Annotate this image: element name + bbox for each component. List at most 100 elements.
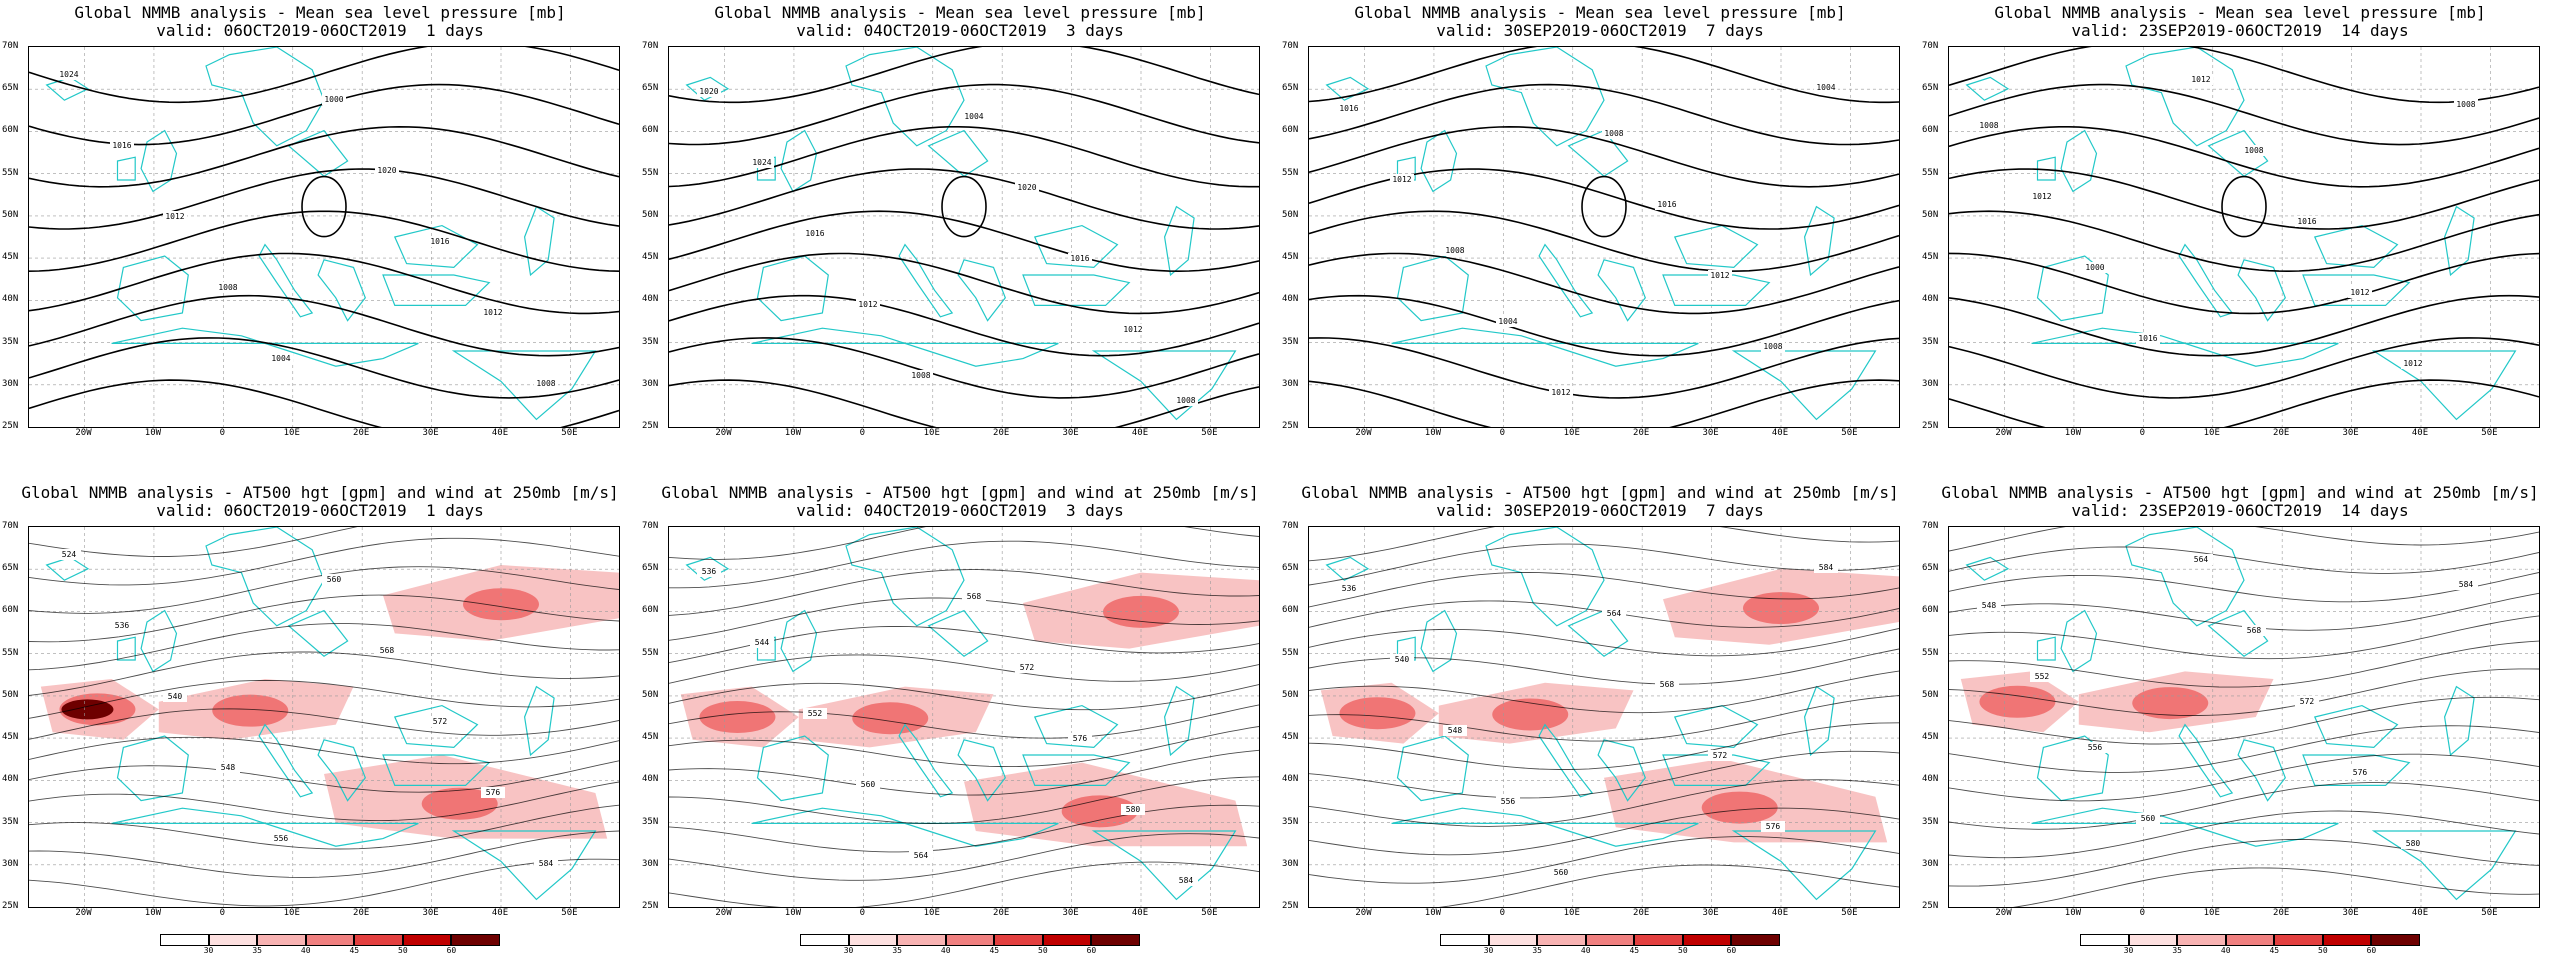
longitude-label: 40E bbox=[1131, 428, 1149, 438]
contour-label: 1012 bbox=[1710, 271, 1729, 280]
latitude-label: 60N bbox=[1922, 125, 1939, 136]
longitude-label: 0 bbox=[219, 908, 226, 918]
colorbar-label: 60 bbox=[446, 946, 457, 955]
contour-label: 552 bbox=[2035, 672, 2050, 681]
longitude-label: 20E bbox=[993, 908, 1010, 918]
height-contours bbox=[29, 527, 619, 907]
longitude-label: 10W bbox=[144, 908, 162, 918]
contour-label: 576 bbox=[1073, 734, 1088, 743]
contour-label: 1000 bbox=[324, 95, 343, 104]
wind-core bbox=[421, 787, 498, 820]
contour-labels: 1008 1012 1000 1016 1012 1008 1016 1012 1012 1008 bbox=[1977, 74, 2478, 369]
longitude-label: 0 bbox=[859, 908, 866, 918]
contour-label: 1016 bbox=[430, 237, 449, 246]
latitude-label: 30N bbox=[2, 858, 19, 869]
panel-valid-date: valid: 30SEP2019-06OCT2019 7 days bbox=[1436, 21, 1764, 40]
latitude-label: 70N bbox=[1282, 521, 1299, 531]
contour-label: 552 bbox=[808, 709, 823, 718]
latitude-label: 60N bbox=[2, 605, 19, 616]
contour-label: 540 bbox=[168, 692, 183, 701]
latitude-label: 35N bbox=[2, 816, 19, 827]
longitude-label: 20E bbox=[2273, 428, 2290, 438]
colorbar-label: 35 bbox=[2172, 946, 2182, 955]
longitude-label: 20E bbox=[1633, 428, 1650, 438]
map-canvas: 1024 1016 1012 1008 1004 1000 1020 1016 1012 1008 bbox=[29, 47, 619, 427]
latitude-label: 25N bbox=[1282, 901, 1299, 911]
colorbar-swatch bbox=[897, 934, 946, 946]
contour-label: 580 bbox=[1126, 805, 1141, 814]
longitude-label: 50E bbox=[561, 908, 578, 918]
longitude-label: 20E bbox=[2273, 908, 2290, 918]
wind-core bbox=[699, 701, 776, 733]
z500-wind-map-panel: Global NMMB analysis - AT500 hgt [gpm] a… bbox=[1920, 480, 2560, 960]
wind-core bbox=[852, 702, 929, 735]
colorbar-label: 50 bbox=[2318, 946, 2328, 955]
contour-label: 1008 bbox=[1604, 129, 1623, 138]
panel-valid-date: valid: 04OCT2019-06OCT2019 3 days bbox=[796, 21, 1124, 40]
contour-label: 544 bbox=[755, 638, 770, 647]
colorbar-label: 35 bbox=[252, 946, 262, 955]
colorbar-swatch bbox=[160, 934, 209, 946]
contour-labels: 548 552 556 560 564 568 572 576 580 584 bbox=[1977, 554, 2478, 849]
contour-labels: 1024 1016 1012 1008 1004 1000 1020 1016 1012 1008 bbox=[57, 69, 558, 389]
low-center bbox=[301, 175, 347, 238]
latitude-label: 50N bbox=[642, 689, 659, 700]
latitude-label: 35N bbox=[1282, 816, 1299, 827]
low-center bbox=[941, 175, 987, 238]
longitude-label: 50E bbox=[1201, 908, 1218, 918]
latitude-label: 45N bbox=[642, 252, 659, 263]
colorbar-swatch bbox=[2274, 934, 2323, 946]
latitude-label: 40N bbox=[1282, 294, 1299, 305]
latitude-label: 30N bbox=[642, 378, 659, 389]
longitude-label: 40E bbox=[1771, 428, 1789, 438]
longitude-label: 20E bbox=[353, 428, 370, 438]
longitude-label: 0 bbox=[2139, 908, 2146, 918]
contour-label: 556 bbox=[1501, 797, 1516, 806]
contour-label: 556 bbox=[2088, 743, 2103, 752]
contour-label: 584 bbox=[1819, 563, 1834, 572]
colorbar-swatch bbox=[1440, 934, 1489, 946]
contour-label: 1000 bbox=[2085, 263, 2104, 272]
latitude-label: 60N bbox=[642, 605, 659, 616]
contour-label: 540 bbox=[1395, 655, 1410, 664]
colorbar-swatch bbox=[305, 934, 355, 946]
wind-core bbox=[2132, 687, 2209, 720]
contour-label: 556 bbox=[274, 834, 289, 843]
latitude-label: 60N bbox=[1922, 605, 1939, 616]
map-area: 536 544 552 560 564 568 572 576 580 584 bbox=[668, 526, 1260, 908]
contour-labels: 1016 1012 1008 1004 1012 1008 1016 1012 1008 1004 bbox=[1337, 82, 1838, 398]
contour-label: 576 bbox=[486, 788, 501, 797]
contour-label: 1008 bbox=[2456, 100, 2475, 109]
contour-label: 572 bbox=[1020, 663, 1035, 672]
latitude-label: 45N bbox=[642, 732, 659, 743]
longitude-label: 40E bbox=[1131, 908, 1149, 918]
map-area: 536 540 548 556 560 564 568 572 576 584 bbox=[1308, 526, 1900, 908]
map-canvas: 1008 1012 1000 1016 1012 1008 1016 1012 1012 1008 bbox=[1949, 47, 2539, 427]
map-canvas: 536 540 548 556 560 564 568 572 576 584 bbox=[1309, 527, 1899, 907]
contour-label: 1008 bbox=[2244, 146, 2263, 155]
z500-wind-map-panel: Global NMMB analysis - AT500 hgt [gpm] a… bbox=[1280, 480, 1920, 960]
longitude-label: 10E bbox=[283, 428, 300, 438]
panel-valid-date: valid: 23SEP2019-06OCT2019 14 days bbox=[2071, 501, 2409, 520]
contour-label: 1012 bbox=[2032, 192, 2051, 201]
latitude-label: 35N bbox=[1922, 816, 1939, 827]
contour-label: 524 bbox=[62, 550, 77, 559]
latitude-label: 70N bbox=[642, 521, 659, 531]
longitude-label: 0 bbox=[2139, 428, 2146, 438]
wind-core bbox=[1339, 697, 1416, 730]
contour-label: 560 bbox=[861, 780, 876, 789]
colorbar-label: 30 bbox=[843, 946, 854, 955]
contour-label: 1008 bbox=[1176, 396, 1195, 405]
panel-title: Global NMMB analysis - Mean sea level pr… bbox=[1994, 3, 2486, 22]
longitude-label: 10W bbox=[784, 428, 802, 438]
contour-label: 564 bbox=[914, 851, 929, 860]
contour-label: 1004 bbox=[1816, 83, 1835, 92]
longitude-label: 40E bbox=[491, 908, 509, 918]
panel-valid-date: valid: 04OCT2019-06OCT2019 3 days bbox=[796, 501, 1124, 520]
longitude-label: 50E bbox=[1201, 428, 1218, 438]
contour-label: 1012 bbox=[165, 212, 184, 221]
contour-label: 1016 bbox=[1070, 254, 1089, 263]
latitude-label: 40N bbox=[2, 774, 19, 785]
map-area: 548 552 556 560 564 568 572 576 580 584 bbox=[1948, 526, 2540, 908]
latitude-label: 45N bbox=[2, 732, 19, 743]
